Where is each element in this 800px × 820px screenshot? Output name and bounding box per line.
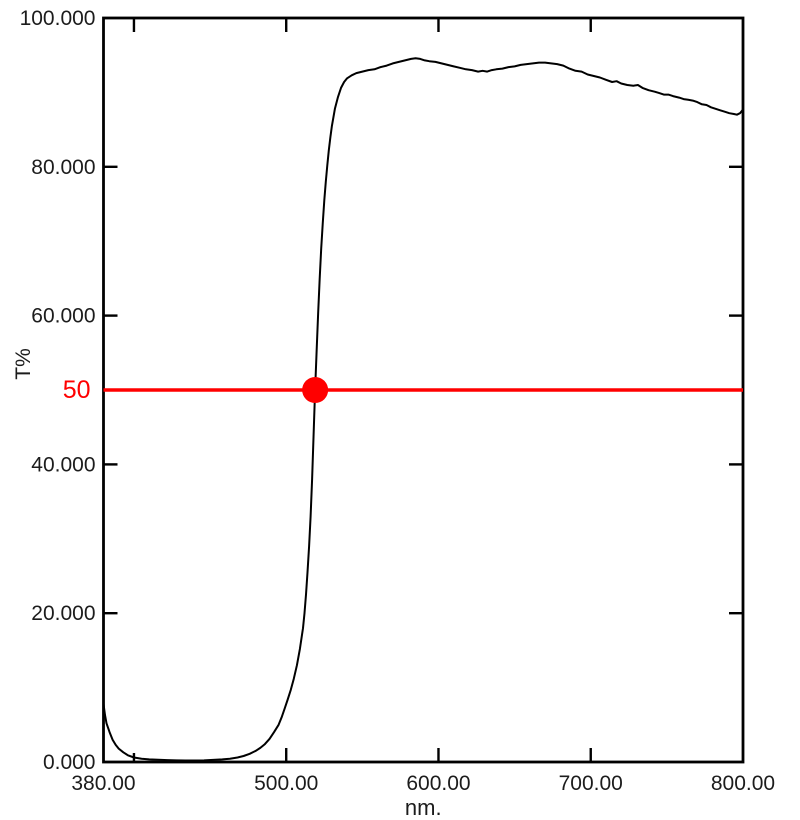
cuton-marker xyxy=(302,377,329,403)
x-axis-title: nm. xyxy=(405,795,442,820)
y-tick-label: 40.000 xyxy=(31,453,95,476)
y-tick-label: 100.000 xyxy=(20,7,96,30)
x-tick-label: 500.00 xyxy=(254,772,318,795)
y-tick-label: 80.000 xyxy=(31,156,95,179)
fifty-percent-label: 50 xyxy=(63,376,91,404)
x-tick-label: 600.00 xyxy=(406,772,470,795)
y-axis-title: T% xyxy=(12,348,35,380)
transmission-curve xyxy=(102,57,744,762)
y-tick-label: 60.000 xyxy=(31,305,95,328)
y-tick-label: 0.000 xyxy=(43,751,96,774)
x-tick-label: 700.00 xyxy=(559,772,623,795)
x-tick-label: 800.00 xyxy=(711,772,775,795)
x-tick-label: 380.00 xyxy=(71,772,135,795)
y-tick-label: 20.000 xyxy=(31,602,95,625)
